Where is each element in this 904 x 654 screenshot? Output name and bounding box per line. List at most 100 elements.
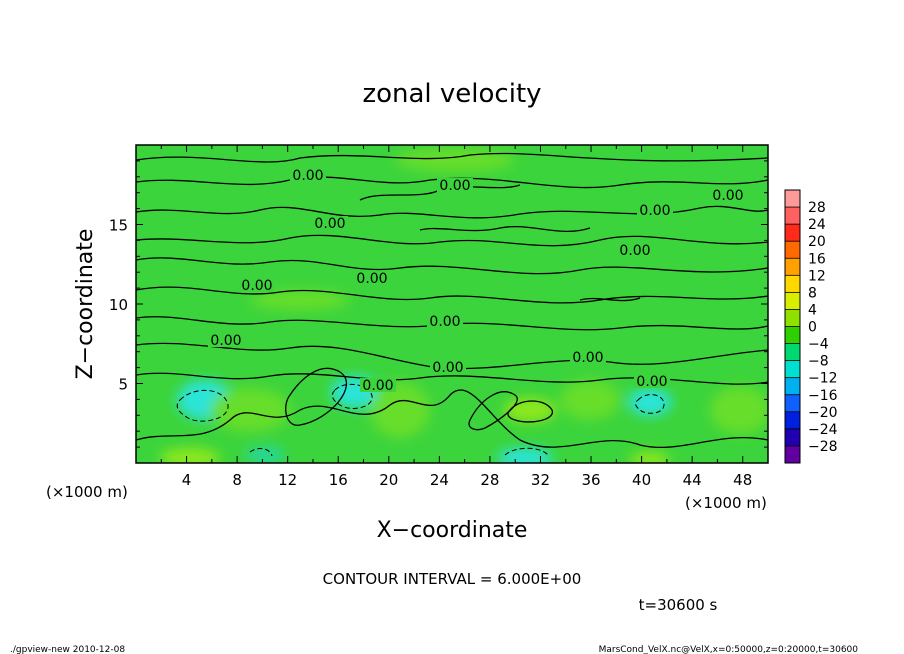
negative-contour-line: [504, 447, 549, 456]
y-tick-label: 15: [109, 217, 128, 235]
field-patch: [628, 388, 672, 416]
field-patch: [245, 447, 285, 463]
contour-label-group: 0.00 0.00 0.00 0.00 0.00 0.00 0.00 0.00 0.00 0.00…: [208, 168, 746, 394]
colorbar-label: 0: [808, 320, 817, 336]
contour-line: [285, 367, 347, 426]
colorbar-label: 16: [808, 251, 826, 267]
contour-label: 0.00: [432, 360, 463, 376]
contour-label-bg: [570, 350, 606, 364]
contour-line: [579, 297, 641, 302]
colorbar-swatch: [785, 292, 800, 310]
colorbar-label: −16: [808, 388, 838, 404]
colorbar-swatch: [785, 411, 800, 430]
y-tick-label: 5: [118, 376, 128, 394]
contour-line: [468, 391, 518, 431]
colorbar-swatch: [785, 275, 800, 293]
colorbar-label: −24: [808, 422, 838, 438]
contour-line: [136, 234, 768, 247]
negative-contour-line: [331, 383, 373, 409]
contour-label: 0.00: [439, 178, 470, 194]
field-patch: [395, 148, 515, 172]
colorbar-swatch: [785, 428, 800, 447]
contour-label-bg: [290, 168, 326, 182]
contour-label-bg: [427, 314, 463, 328]
x-tick-label: 32: [531, 471, 550, 489]
colorbar-swatch: [785, 224, 800, 242]
negative-contour-line: [249, 448, 273, 457]
field-patches: [160, 148, 768, 463]
contour-line: [136, 152, 768, 163]
x-tick-label: 48: [733, 471, 752, 489]
negative-contours: [176, 383, 665, 457]
contour-label: 0.00: [712, 188, 743, 204]
field-patch: [210, 388, 290, 432]
contour-label: 0.00: [241, 278, 272, 294]
contour-label-bg: [437, 178, 473, 192]
x-tick-label: 12: [278, 471, 297, 489]
plot-area: 0.00 0.00 0.00 0.00 0.00 0.00 0.00 0.00 0.00 0.00…: [136, 145, 768, 463]
colorbar-swatch: [785, 190, 800, 208]
colorbar-label: −28: [808, 439, 838, 455]
colorbar-label: 28: [808, 200, 826, 216]
contour-label: 0.00: [210, 333, 241, 349]
x-tick-label: 8: [232, 471, 242, 489]
contour-label-bg: [239, 278, 275, 292]
field-patch: [250, 290, 350, 310]
field-patch: [710, 386, 768, 434]
x-unit-label-left: (×1000 m): [46, 483, 128, 501]
contour-label-bg: [710, 188, 746, 202]
colorbar-label: −8: [808, 354, 829, 370]
contour-label-bg: [312, 216, 348, 230]
x-axis-label: X−coordinate: [377, 518, 528, 543]
contour-label-bg: [637, 203, 673, 217]
colorbar-swatch: [785, 258, 800, 276]
field-patch: [160, 448, 220, 463]
chart-title: zonal velocity: [362, 79, 541, 109]
contour-label: 0.00: [636, 374, 667, 390]
contour-line: [419, 226, 591, 232]
field-patch: [560, 380, 620, 420]
contour-label-bg: [354, 271, 390, 285]
y-tick-label: 10: [109, 296, 128, 314]
contour-interval-text: CONTOUR INTERVAL = 6.000E+00: [323, 570, 582, 588]
time-text: t=30600 s: [639, 596, 718, 614]
x-tick-label: 24: [430, 471, 449, 489]
footer-right: MarsCond_VelX.nc@VelX,x=0:50000,z=0:2000…: [599, 645, 859, 654]
contour-label: 0.00: [292, 168, 323, 184]
x-tick-label: 20: [379, 471, 398, 489]
negative-contour-line: [635, 394, 665, 414]
contour-label-bg: [634, 374, 670, 388]
contour-line: [136, 389, 768, 449]
contour-label: 0.00: [362, 378, 393, 394]
field-patch: [370, 382, 430, 438]
contour-line: [136, 176, 768, 189]
contour-label: 0.00: [429, 314, 460, 330]
contour-label: 0.00: [619, 243, 650, 259]
colorbar-swatch: [785, 377, 800, 396]
colorbar-label: 20: [808, 234, 826, 250]
field-patch: [497, 448, 553, 463]
x-tick-label: 40: [632, 471, 651, 489]
colorbar-label: −4: [808, 337, 829, 353]
x-tick-label: 44: [683, 471, 702, 489]
x-unit-label-right: (×1000 m): [685, 494, 767, 512]
contour-lines: [136, 152, 768, 449]
negative-contour-line: [176, 389, 229, 422]
colorbar-swatch: [785, 207, 800, 225]
colorbar-swatch: [785, 343, 800, 361]
field-patch: [630, 452, 670, 463]
colorbar-label: 24: [808, 217, 826, 233]
footer-left: ./gpview-new 2010-12-08: [10, 645, 125, 654]
colorbar-swatch: [785, 241, 800, 259]
x-axis: 4 8 12 16 20 24 28 32 36 40 44 48: [160, 145, 752, 489]
contour-label-bg: [208, 333, 244, 347]
x-tick-label: 16: [329, 471, 348, 489]
x-tick-label: 4: [182, 471, 192, 489]
colorbar-label: −20: [808, 405, 838, 421]
y-axis-label: Z−coordinate: [73, 229, 98, 380]
x-tick-label: 36: [581, 471, 600, 489]
contour-label: 0.00: [356, 271, 387, 287]
colorbar-label: 4: [808, 302, 817, 318]
contour-label-bg: [617, 243, 653, 257]
